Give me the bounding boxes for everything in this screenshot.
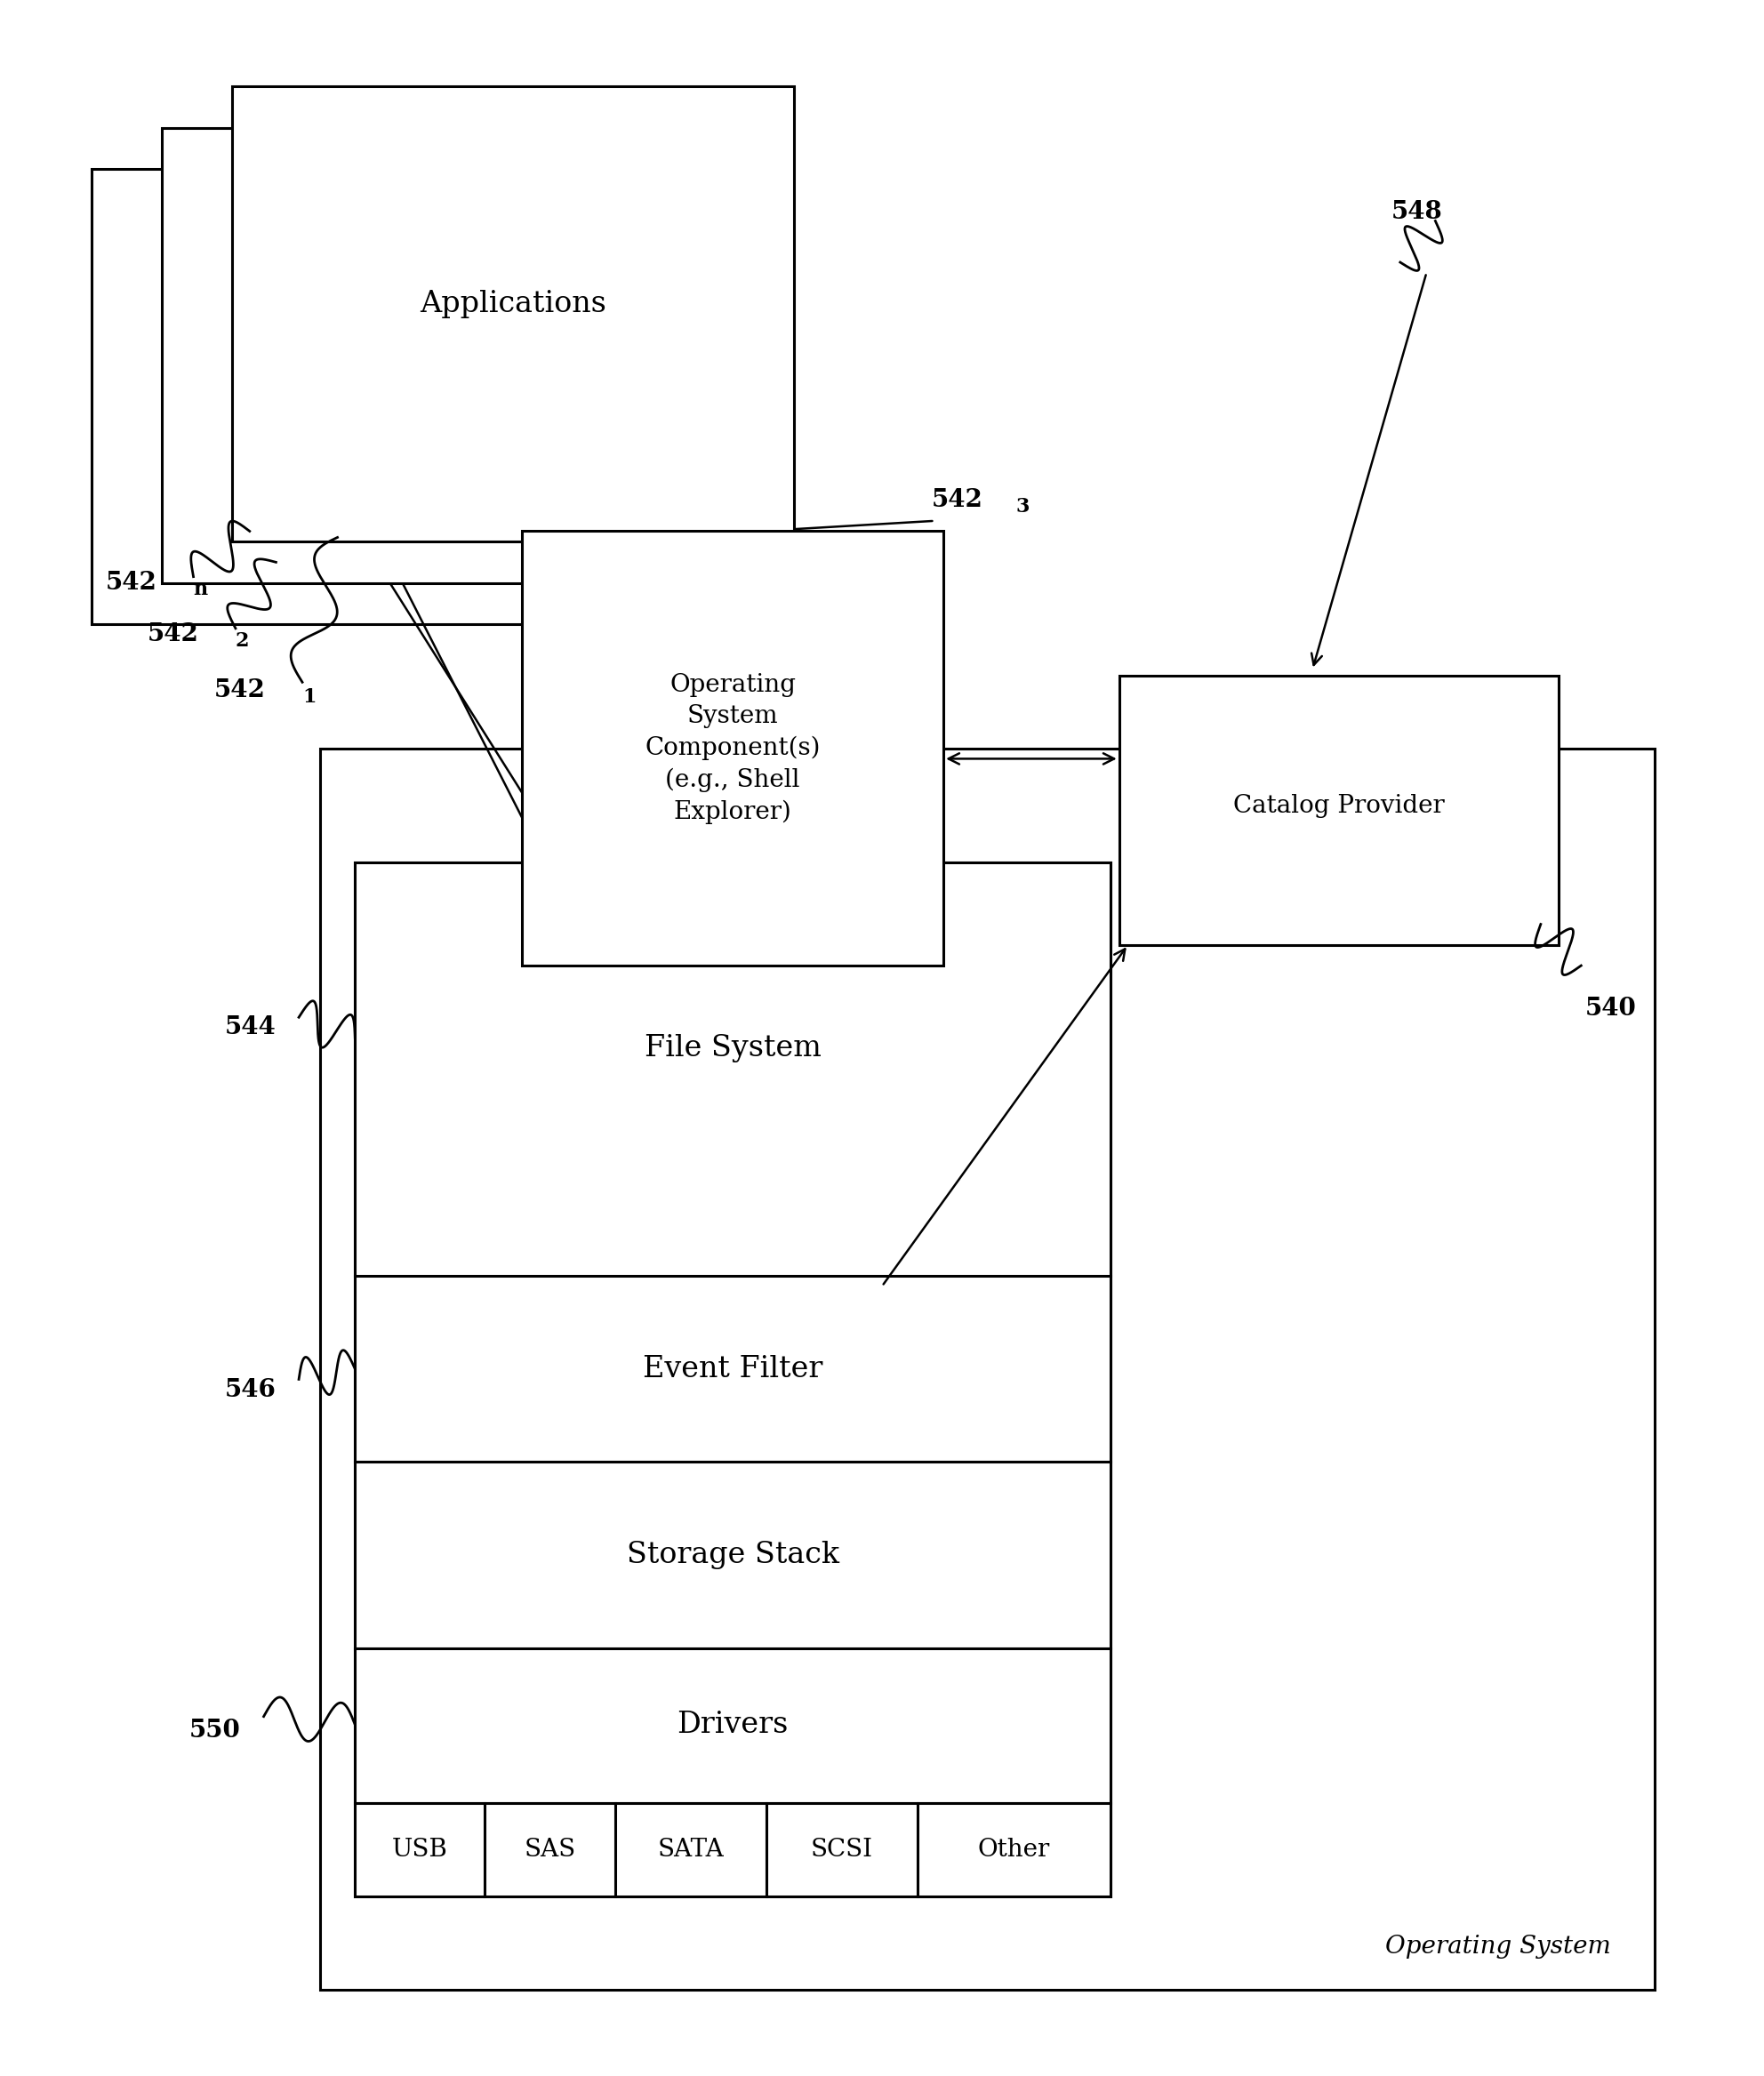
Text: SATA: SATA: [658, 1837, 723, 1862]
Bar: [355, 862, 1110, 1277]
Text: 544: 544: [224, 1015, 275, 1040]
Text: 542: 542: [106, 571, 157, 596]
Text: Storage Stack: Storage Stack: [626, 1540, 840, 1569]
Bar: [92, 168, 654, 625]
Bar: [616, 1804, 766, 1897]
Text: Operating System: Operating System: [1385, 1935, 1611, 1958]
Text: Other: Other: [977, 1837, 1050, 1862]
Text: Catalog Provider: Catalog Provider: [1233, 795, 1445, 818]
Text: 548: 548: [1392, 199, 1443, 224]
Text: SCSI: SCSI: [810, 1837, 873, 1862]
Text: 1: 1: [302, 687, 316, 708]
Text: 2: 2: [236, 631, 249, 652]
Text: Operating
System
Component(s)
(e.g., Shell
Explorer): Operating System Component(s) (e.g., She…: [646, 673, 820, 824]
Bar: [522, 531, 944, 965]
Text: Event Filter: Event Filter: [642, 1356, 822, 1383]
Text: USB: USB: [392, 1837, 448, 1862]
Text: 3: 3: [1016, 496, 1028, 517]
Bar: [355, 862, 1110, 1897]
Bar: [162, 129, 723, 583]
Text: Applications: Applications: [420, 289, 607, 318]
Bar: [917, 1804, 1110, 1897]
Text: n: n: [194, 579, 208, 600]
Bar: [355, 1462, 1110, 1648]
Text: 542: 542: [931, 488, 983, 513]
Text: Drivers: Drivers: [677, 1711, 789, 1740]
Bar: [319, 747, 1655, 1989]
Bar: [355, 1648, 1110, 1804]
Bar: [233, 87, 794, 542]
Text: 542: 542: [215, 679, 266, 702]
Text: 542: 542: [148, 623, 199, 646]
Bar: [355, 1804, 485, 1897]
Text: 550: 550: [189, 1719, 242, 1744]
Bar: [1118, 677, 1558, 945]
Text: SAS: SAS: [524, 1837, 575, 1862]
Bar: [485, 1804, 616, 1897]
Text: 540: 540: [1584, 996, 1635, 1021]
Bar: [766, 1804, 917, 1897]
Text: File System: File System: [644, 1034, 820, 1063]
Text: 546: 546: [224, 1378, 275, 1401]
Bar: [355, 1277, 1110, 1462]
